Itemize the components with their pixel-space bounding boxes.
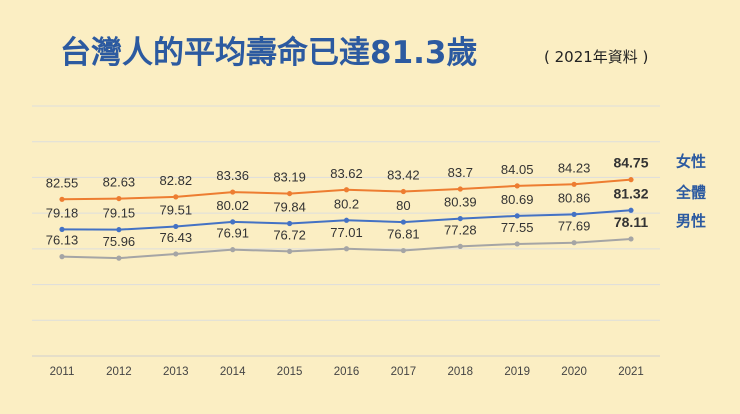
- data-label: 75.96: [103, 234, 136, 249]
- data-point: [343, 217, 350, 223]
- data-label: 77.01: [330, 225, 363, 240]
- data-label: 81.32: [613, 185, 648, 201]
- data-label: 77.28: [444, 222, 477, 237]
- data-point: [230, 247, 236, 253]
- chart-subtitle: ( 2021年資料 ): [544, 48, 648, 66]
- data-point: [287, 190, 293, 197]
- data-point: [457, 186, 463, 192]
- data-label: 78.11: [614, 214, 648, 230]
- data-point: [230, 189, 236, 195]
- x-tick-label: 2020: [561, 366, 587, 378]
- x-tick-label: 2012: [106, 366, 132, 378]
- data-point: [514, 241, 520, 247]
- data-point: [400, 247, 406, 254]
- data-point: [457, 243, 463, 249]
- data-label: 77.55: [501, 220, 534, 235]
- x-tick-label: 2014: [220, 366, 246, 378]
- x-tick-label: 2011: [50, 366, 75, 378]
- data-label: 84.23: [558, 160, 591, 175]
- data-label: 76.81: [387, 227, 420, 242]
- data-label: 76.43: [160, 230, 193, 245]
- data-point: [571, 240, 577, 246]
- x-tick-label: 2015: [277, 366, 303, 378]
- data-point: [116, 227, 122, 233]
- data-label: 82.55: [46, 175, 79, 190]
- data-label: 79.84: [273, 200, 306, 215]
- data-point: [400, 188, 406, 195]
- data-label: 80.2: [334, 196, 359, 211]
- data-label: 79.18: [46, 205, 79, 220]
- data-label: 80.69: [501, 192, 534, 207]
- data-point: [59, 226, 65, 232]
- data-label: 84.05: [501, 162, 534, 177]
- x-tick-label: 2018: [448, 366, 474, 378]
- data-label: 76.72: [273, 227, 306, 242]
- data-label: 76.91: [216, 226, 249, 241]
- data-point: [59, 254, 65, 260]
- legend-item: 男性: [676, 212, 706, 230]
- x-tick-label: 2013: [163, 366, 189, 378]
- data-label: 80: [396, 198, 410, 213]
- data-point: [173, 251, 179, 257]
- data-point: [628, 207, 634, 213]
- data-label: 82.82: [160, 173, 193, 188]
- x-axis-ticks: 2011 2012 2013 2014 2015 2016 2017 2018 2019 2020…: [50, 366, 644, 378]
- data-label: 77.69: [558, 219, 591, 234]
- data-point: [343, 187, 350, 193]
- data-point: [571, 181, 577, 187]
- data-label: 83.36: [216, 168, 249, 183]
- data-point: [173, 223, 179, 230]
- data-label: 83.19: [273, 170, 306, 185]
- data-point: [230, 219, 236, 225]
- data-point: [400, 219, 406, 225]
- data-label: 83.7: [448, 165, 473, 180]
- x-tick-label: 2016: [334, 366, 360, 378]
- data-point: [628, 236, 634, 242]
- chart-title: 台灣人的平均壽命已達81.3歲: [60, 35, 478, 71]
- data-point: [287, 220, 293, 227]
- data-point: [343, 246, 350, 252]
- data-labels: 82.55 82.63 82.82 83.36 83.19 83.62 83.42 83.7 8…: [46, 155, 649, 249]
- data-point: [514, 213, 520, 219]
- x-tick-label: 2021: [618, 366, 644, 378]
- data-point: [116, 255, 122, 261]
- legend-item: 全體: [675, 183, 706, 201]
- data-point: [59, 196, 65, 202]
- x-tick-label: 2019: [504, 366, 530, 378]
- data-label: 82.63: [103, 175, 136, 190]
- data-point: [628, 177, 634, 183]
- data-label: 80.02: [216, 198, 249, 213]
- data-label: 80.39: [444, 195, 477, 210]
- data-point: [457, 215, 463, 222]
- x-tick-label: 2017: [391, 366, 417, 378]
- legend-item: 女性: [676, 153, 706, 171]
- data-label: 80.86: [558, 190, 591, 205]
- data-label: 84.75: [613, 155, 648, 171]
- data-label: 83.62: [330, 166, 363, 181]
- data-label: 83.42: [387, 168, 420, 183]
- data-point: [287, 248, 293, 254]
- data-point: [571, 211, 577, 217]
- data-point: [173, 194, 179, 200]
- series-lines: [59, 177, 634, 261]
- data-point: [116, 195, 122, 202]
- data-point: [514, 183, 520, 189]
- data-label: 79.15: [103, 206, 136, 221]
- data-label: 79.51: [160, 202, 193, 217]
- data-label: 76.13: [46, 233, 79, 248]
